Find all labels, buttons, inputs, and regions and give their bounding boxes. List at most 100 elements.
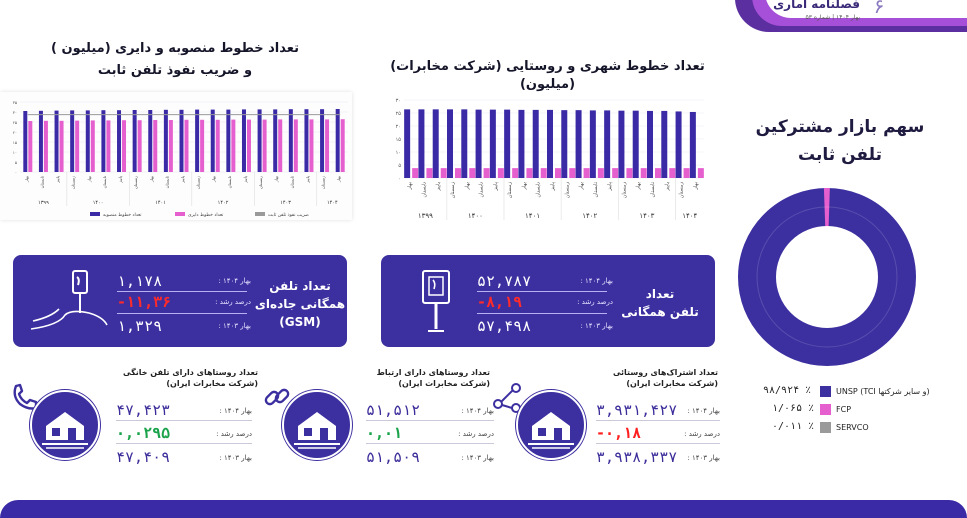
bar-secondary (168, 120, 173, 172)
x-tick-label: بهار (464, 182, 470, 191)
year-group-label: ۱۴۰۱ (525, 212, 540, 220)
rural-subs-title-2: (شرکت مخابرات ایران) (626, 379, 718, 388)
x-tick-label: زمستان (621, 181, 627, 198)
bar-primary (273, 109, 278, 172)
villages-connected-1403-label: بهار ۱۴۰۳ : (461, 454, 494, 462)
public-spring-1404-value: ۵۲,۷۸۷ (477, 272, 532, 290)
public-growth-value: -۸,۱۹ (477, 293, 523, 311)
legend-label: تعداد خطوط منصوبه (103, 213, 142, 218)
villages-connected-growth-value: ۰,۰۱ (366, 424, 403, 442)
villages-connected-card: تعداد روستاهای دارای ارتباط (شرکت مخابرا… (260, 362, 500, 472)
donut-title-line2: تلفن ثابت (798, 145, 882, 165)
y-tick-label: ۰ (398, 176, 401, 182)
link-chain-icon (264, 388, 290, 406)
footer-band (0, 500, 967, 518)
bar-secondary (497, 168, 504, 178)
bar-primary (304, 109, 309, 172)
y-tick-label: ۱۰ (396, 150, 401, 156)
x-tick-label: تابستان (593, 181, 599, 197)
rural-subs-growth-value: -۰,۱۸ (596, 424, 642, 442)
year-group-label: ۱۴۰۳ (280, 200, 291, 206)
x-tick-label: بهار (24, 176, 29, 183)
left-chart-title-2: و ضریب نفوذ تلفن ثابت (97, 63, 253, 78)
bar-primary (418, 109, 425, 178)
bar-secondary (278, 119, 283, 172)
x-tick-label: پاییز (55, 176, 60, 184)
bar-primary (447, 109, 453, 178)
y-tick-label: ۱۵ (13, 140, 17, 145)
bar-secondary (426, 168, 433, 178)
legend-label: ضریب نفوذ تلفن ثابت (268, 213, 309, 218)
year-group-label: ۱۴۰۰ (93, 200, 104, 206)
x-tick-label: پاییز (664, 181, 670, 191)
x-tick-label: بهار (211, 176, 216, 183)
gsm-spring-1404-label: بهار ۱۴۰۴ : (218, 277, 251, 285)
bar-secondary (540, 168, 547, 178)
rural-subs-1403-value: ۳,۹۳۸,۳۳۷ (596, 448, 678, 466)
year-group-label: ۱۳۹۹ (418, 212, 433, 220)
bar-secondary (655, 168, 661, 178)
villages-home-growth-value: ۰,۰۲۹۵ (116, 424, 171, 442)
x-tick-label: تابستان (102, 176, 107, 188)
year-group-label: ۱۳۹۹ (38, 200, 49, 206)
left-bar-chart: ۰ ۵ ۱۰ ۱۵ ۲۰ ۲۵ ۳۰ ۳۵ بهار تابستان پاییز زمستان بهار… (13, 100, 348, 218)
bar-secondary (669, 168, 676, 178)
legend-label-servco: SERVCO (836, 423, 869, 432)
x-tick-label: تابستان (289, 176, 294, 188)
x-tick-label: تابستان (227, 176, 232, 188)
bar-primary (70, 110, 75, 172)
bar-primary (404, 109, 411, 178)
bar-primary (179, 109, 184, 172)
villages-home-title-1: تعداد روستاهای دارای تلفن خانگی (123, 368, 258, 377)
x-tick-label: تابستان (421, 181, 427, 197)
bar-primary (432, 109, 439, 178)
legend-swatch-fcp (820, 404, 831, 415)
bar-primary (195, 109, 200, 172)
gsm-label-2: همگانی جاده‌ای (254, 297, 346, 311)
x-tick-label: زمستان (507, 181, 513, 198)
legend-value-servco: ۰/۰۱۱ ٪ (772, 421, 815, 432)
y-tick-label: ۰ (15, 170, 17, 175)
public-label-1: تعداد (645, 287, 675, 301)
bar-secondary (469, 168, 476, 178)
bar-secondary (137, 120, 142, 172)
bar-secondary (683, 168, 690, 178)
bar-secondary (483, 168, 490, 178)
legend-label-unsp: UNSP (TCI و سایر شرکتها) (836, 387, 930, 396)
bar-primary (689, 111, 696, 178)
gsm-growth-label: درصد رشد : (215, 298, 251, 306)
villages-connected-1404-value: ۵۱,۵۱۲ (366, 401, 421, 419)
bar-secondary (122, 120, 127, 172)
x-tick-label: پاییز (607, 181, 613, 191)
mid-chart-title: تعداد خطوط شهری و روستایی (شرکت مخابرات)… (390, 59, 705, 92)
legend-swatch-servco (820, 422, 831, 433)
public-spring-1403-value: ۵۷,۴۹۸ (477, 317, 532, 335)
donut-title: سهم بازار مشترکین تلفن ثابت (740, 113, 940, 169)
y-tick-label: ۵ (398, 163, 401, 169)
legend-swatch-unsp (820, 386, 831, 397)
x-tick-label: تابستان (479, 181, 485, 197)
y-tick-label: ۳۰ (13, 110, 17, 115)
bar-primary (335, 109, 340, 172)
legend-value-fcp: ۱/۰۶۵ ٪ (772, 403, 815, 414)
year-group-label: ۱۴۰۰ (468, 212, 483, 220)
gsm-growth-value: -۱۱,۳۶ (117, 293, 172, 311)
rural-subscriptions-card: تعداد اشتراک‌های روستائی (شرکت مخابرات ا… (488, 362, 728, 472)
x-tick-label: بهار (274, 176, 279, 183)
bar-primary (85, 110, 90, 172)
x-tick-label: زمستان (258, 176, 263, 189)
bar-primary (288, 109, 293, 172)
bar-primary (320, 109, 325, 172)
bar-primary (117, 110, 122, 172)
payphone-icon (422, 270, 450, 332)
x-tick-label: بهار (521, 182, 527, 191)
page-number: ۶ (873, 0, 885, 18)
y-tick-label: ۱۵ (396, 137, 402, 143)
x-tick-label: زمستان (321, 176, 326, 189)
bar-secondary (90, 120, 95, 172)
x-tick-label: بهار (636, 182, 642, 191)
bar-primary (561, 110, 568, 178)
x-tick-label: تابستان (650, 181, 656, 197)
village-house-icon (516, 390, 586, 460)
telephone-icon (804, 258, 850, 296)
